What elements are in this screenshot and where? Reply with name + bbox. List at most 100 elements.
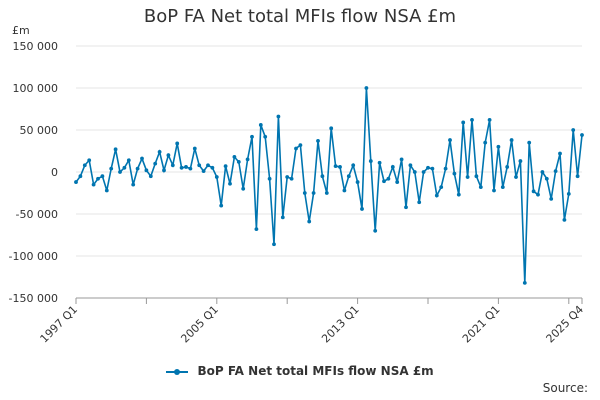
data-point: [408, 163, 413, 168]
data-point: [382, 179, 386, 184]
data-point: [254, 227, 259, 232]
data-point: [263, 134, 268, 139]
data-point: [307, 219, 312, 224]
data-point: [456, 192, 461, 197]
x-tick-label: 1997 Q1: [38, 303, 81, 346]
data-point: [399, 157, 404, 162]
data-point: [285, 175, 290, 179]
data-point: [544, 176, 549, 181]
data-point: [206, 163, 210, 168]
data-point: [298, 143, 303, 148]
data-point: [228, 181, 232, 186]
data-point: [276, 114, 281, 119]
data-point: [267, 176, 272, 181]
data-point: [250, 134, 254, 139]
data-point: [474, 174, 479, 179]
legend-swatch: [166, 368, 189, 375]
data-point: [126, 158, 131, 163]
y-tick-label: 150 000: [13, 40, 59, 53]
data-point: [153, 161, 158, 166]
data-point: [443, 166, 448, 171]
data-point: [302, 191, 307, 195]
data-point: [280, 215, 285, 220]
data-point: [395, 180, 400, 184]
data-point: [289, 176, 294, 181]
data-point: [232, 154, 237, 159]
data-point: [351, 163, 356, 168]
data-point: [426, 165, 430, 170]
y-axis-unit-label: £m: [12, 24, 30, 37]
data-point: [386, 176, 391, 181]
data-point: [118, 170, 122, 174]
data-point: [509, 138, 514, 142]
data-point: [342, 188, 347, 193]
data-point: [487, 118, 492, 122]
data-point: [452, 171, 457, 176]
data-point: [223, 164, 228, 169]
y-tick-label: 100 000: [13, 82, 59, 95]
data-point: [492, 188, 496, 193]
data-point: [311, 191, 316, 195]
legend: BoP FA Net total MFIs flow NSA £m: [0, 364, 600, 378]
data-point: [562, 217, 567, 222]
data-point: [170, 163, 175, 168]
data-point: [236, 160, 241, 164]
data-point: [434, 193, 439, 198]
legend-label: BoP FA Net total MFIs flow NSA £m: [197, 364, 434, 378]
data-point: [214, 175, 219, 179]
data-point: [333, 164, 338, 169]
data-point: [179, 165, 184, 170]
data-point: [575, 174, 580, 179]
data-point: [91, 182, 96, 187]
data-point: [483, 140, 488, 145]
data-point: [188, 166, 193, 171]
data-point: [162, 168, 166, 173]
x-tick-label: 2005 Q1: [178, 303, 221, 346]
y-tick-label: -100 000: [9, 250, 58, 263]
data-point: [82, 163, 87, 168]
data-point: [439, 185, 444, 190]
data-point: [131, 182, 136, 187]
data-point: [536, 192, 540, 197]
data-point: [500, 185, 505, 190]
data-point: [566, 191, 571, 196]
data-point: [324, 191, 329, 195]
data-point: [390, 165, 395, 169]
y-tick-label: 0: [51, 166, 58, 179]
data-point: [571, 128, 576, 132]
data-point: [421, 170, 426, 174]
data-point: [527, 140, 532, 145]
data-point: [74, 180, 78, 184]
data-point: [113, 147, 118, 152]
data-point: [377, 160, 382, 165]
data-point: [540, 170, 545, 174]
data-point: [109, 166, 114, 171]
data-point: [360, 207, 364, 211]
data-point: [144, 168, 149, 173]
data-point: [465, 175, 470, 179]
data-point: [514, 175, 518, 179]
data-point: [272, 242, 276, 247]
data-point: [553, 169, 558, 174]
data-point: [201, 169, 206, 174]
y-tick-label: -50 000: [16, 208, 58, 221]
data-point: [100, 174, 105, 179]
data-point: [245, 157, 250, 162]
x-tick-label: 2025 Q4: [544, 303, 587, 346]
data-point: [320, 174, 325, 179]
data-point: [549, 196, 554, 201]
data-point: [448, 138, 452, 142]
data-point: [175, 141, 180, 146]
series-line: [75, 87, 583, 283]
data-point: [192, 146, 197, 151]
data-point: [478, 185, 483, 190]
data-point: [258, 123, 263, 127]
data-point: [496, 144, 501, 149]
data-point: [368, 159, 373, 163]
data-point: [412, 170, 417, 174]
data-point: [96, 176, 100, 181]
data-point: [148, 174, 153, 179]
chart-title: BoP FA Net total MFIs flow NSA £m: [143, 6, 457, 27]
data-point: [580, 133, 584, 137]
y-tick-label: 50 000: [20, 124, 59, 137]
